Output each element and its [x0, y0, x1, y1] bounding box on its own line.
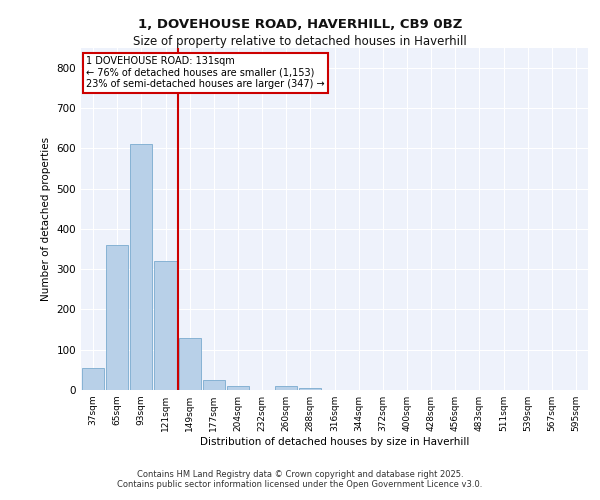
Text: 1 DOVEHOUSE ROAD: 131sqm
← 76% of detached houses are smaller (1,153)
23% of sem: 1 DOVEHOUSE ROAD: 131sqm ← 76% of detach… — [86, 56, 325, 90]
Bar — [299, 388, 322, 390]
Bar — [203, 380, 225, 390]
X-axis label: Distribution of detached houses by size in Haverhill: Distribution of detached houses by size … — [200, 437, 469, 447]
Bar — [130, 144, 152, 390]
Bar — [227, 386, 249, 390]
Text: Size of property relative to detached houses in Haverhill: Size of property relative to detached ho… — [133, 35, 467, 48]
Y-axis label: Number of detached properties: Number of detached properties — [41, 136, 51, 301]
Bar — [154, 261, 176, 390]
Bar — [179, 338, 201, 390]
Text: 1, DOVEHOUSE ROAD, HAVERHILL, CB9 0BZ: 1, DOVEHOUSE ROAD, HAVERHILL, CB9 0BZ — [138, 18, 462, 30]
Bar — [106, 245, 128, 390]
Bar — [275, 386, 298, 390]
Text: Contains HM Land Registry data © Crown copyright and database right 2025.
Contai: Contains HM Land Registry data © Crown c… — [118, 470, 482, 489]
Bar — [82, 368, 104, 390]
